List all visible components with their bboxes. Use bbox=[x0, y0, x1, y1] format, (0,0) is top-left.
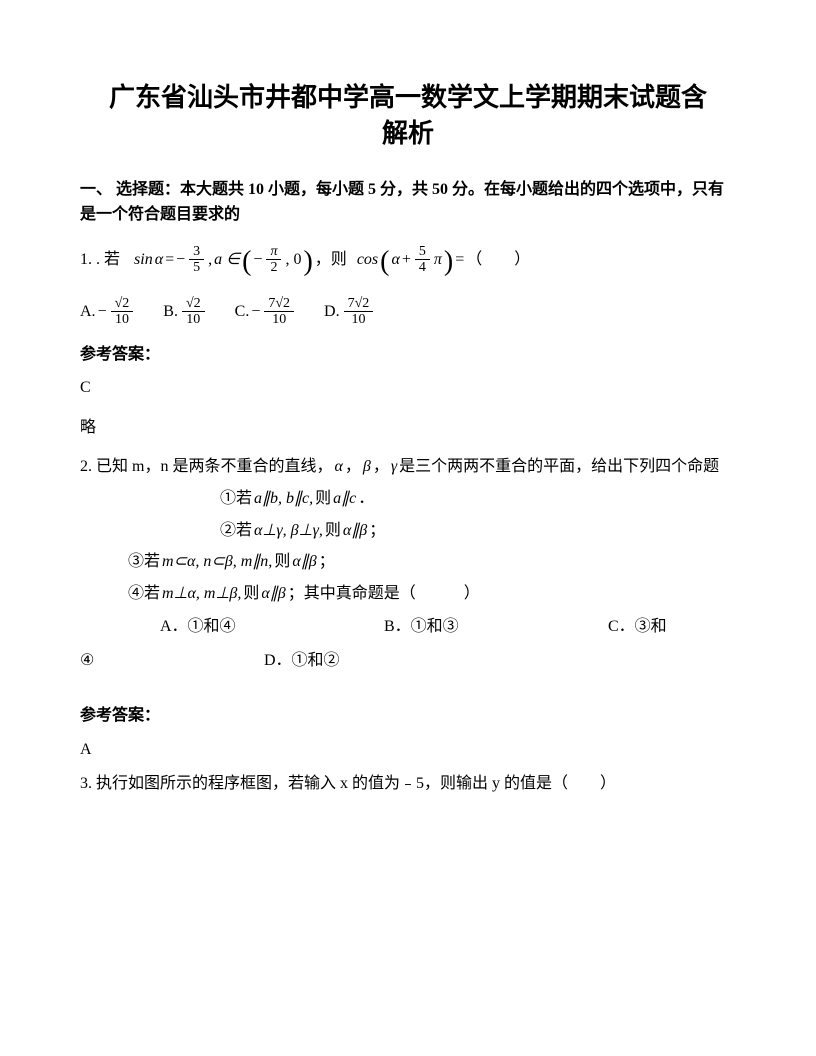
p3-then: 则 bbox=[274, 549, 290, 575]
neg-sign-2: − bbox=[253, 247, 262, 273]
q2-choice-b: B．①和③ bbox=[384, 614, 604, 640]
q2-stem: 2. 已知 m，n 是两条不重合的直线， α ， β ， γ 是三个两两不重合的… bbox=[80, 454, 736, 480]
q1-stem: 1. . 若 sin α = − 3 5 , a ∈ ( − π 2 , 0 )… bbox=[80, 244, 736, 276]
cos-label: cos bbox=[357, 247, 378, 273]
q2-choice-c: C．③和 bbox=[608, 614, 667, 640]
p2-res: α∥β bbox=[343, 518, 367, 544]
eq-sign-2: = bbox=[455, 247, 464, 273]
p4-tail: ；其中真命题是（ ） bbox=[288, 581, 480, 607]
q2-sep2: ， bbox=[373, 454, 389, 480]
q1-answer-value: C bbox=[80, 375, 736, 401]
q1-tail: （ ） bbox=[466, 247, 530, 273]
title-line-1: 广东省汕头市井都中学高一数学文上学期期末试题含 bbox=[80, 80, 736, 116]
p1-tail: ． bbox=[358, 486, 374, 512]
opt-a-frac: √2 10 bbox=[111, 296, 134, 328]
q2-prop-2: ②若 α⊥γ, β⊥γ, 则 α∥β ； bbox=[220, 518, 736, 544]
p2-pre: ②若 bbox=[220, 518, 252, 544]
q2-prop-4: ④若 m⊥α, m⊥β, 则 α∥β ；其中真命题是（ ） bbox=[128, 581, 736, 607]
q2-choice-a: A．①和④ bbox=[160, 614, 380, 640]
opt-a-label: A. bbox=[80, 299, 96, 325]
fraction-3-5: 3 5 bbox=[189, 244, 204, 276]
p4-res: α∥β bbox=[261, 581, 285, 607]
q2-sep1: ， bbox=[345, 454, 361, 480]
question-3: 3. 执行如图所示的程序框图，若输入 x 的值为﹣5，则输出 y 的值是（ ） bbox=[80, 771, 736, 797]
alpha-sym-2: α bbox=[391, 247, 399, 273]
p2-cond: α⊥γ, β⊥γ, bbox=[254, 518, 323, 544]
q1-prefix: 1. . 若 bbox=[80, 247, 120, 273]
p1-cond: a∥b, b∥c, bbox=[254, 486, 313, 512]
opt-d-frac: 7√2 10 bbox=[344, 296, 374, 328]
q2-choice-d: D．①和② bbox=[264, 648, 340, 674]
q1-options: A. − √2 10 B. √2 10 C. − 7√2 10 D. 7√2 1… bbox=[80, 296, 736, 328]
zero-text: , 0 bbox=[285, 247, 301, 273]
sin-label: sin bbox=[134, 247, 153, 273]
q2-choices-row1: A．①和④ B．①和③ C．③和 bbox=[80, 614, 736, 640]
p4-pre: ④若 bbox=[128, 581, 160, 607]
q2-suffix: 是三个两两不重合的平面，给出下列四个命题 bbox=[399, 454, 719, 480]
fraction-pi-2: π 2 bbox=[266, 244, 281, 276]
q2-answer-label: 参考答案： bbox=[80, 703, 736, 729]
plus-sign: + bbox=[402, 247, 411, 273]
p3-tail: ； bbox=[319, 549, 335, 575]
pi-sym: π bbox=[434, 247, 442, 273]
q1-answer-label: 参考答案： bbox=[80, 342, 736, 368]
q2-prop-1: ①若 a∥b, b∥c, 则 a∥c ． bbox=[220, 486, 736, 512]
q3-text: 3. 执行如图所示的程序框图，若输入 x 的值为﹣5，则输出 y 的值是（ ） bbox=[80, 771, 736, 797]
q2-beta: β bbox=[363, 454, 371, 480]
neg-sign: − bbox=[176, 247, 185, 273]
title-line-2: 解析 bbox=[80, 116, 736, 152]
p1-res: a∥c bbox=[333, 486, 356, 512]
then-text: ，则 bbox=[315, 247, 347, 273]
alpha-sym: α bbox=[155, 247, 163, 273]
question-2: 2. 已知 m，n 是两条不重合的直线， α ， β ， γ 是三个两两不重合的… bbox=[80, 454, 736, 762]
fraction-5-4: 5 4 bbox=[415, 244, 430, 276]
neg-a: − bbox=[98, 299, 107, 325]
q1-omit: 略 bbox=[80, 415, 736, 441]
q2-choice-4: ④ bbox=[80, 648, 260, 674]
p3-res: α∥β bbox=[292, 549, 316, 575]
q2-alpha: α bbox=[334, 454, 342, 480]
opt-b-frac: √2 10 bbox=[182, 296, 205, 328]
p1-pre: ①若 bbox=[220, 486, 252, 512]
a-in: a ∈ bbox=[214, 247, 240, 273]
comma-1: , bbox=[208, 247, 212, 273]
q2-answer-value: A bbox=[80, 737, 736, 763]
document-title: 广东省汕头市井都中学高一数学文上学期期末试题含 解析 bbox=[80, 80, 736, 153]
p2-tail: ； bbox=[369, 518, 385, 544]
section-1-description: 一、 选择题：本大题共 10 小题，每小题 5 分，共 50 分。在每小题给出的… bbox=[80, 177, 736, 228]
opt-c-frac: 7√2 10 bbox=[264, 296, 294, 328]
p3-pre: ③若 bbox=[128, 549, 160, 575]
question-1: 1. . 若 sin α = − 3 5 , a ∈ ( − π 2 , 0 )… bbox=[80, 244, 736, 440]
q2-prefix: 2. 已知 m，n 是两条不重合的直线， bbox=[80, 454, 332, 480]
q2-choices-row2: ④ D．①和② bbox=[80, 648, 736, 674]
p2-then: 则 bbox=[325, 518, 341, 544]
p4-cond: m⊥α, m⊥β, bbox=[162, 581, 241, 607]
opt-c-label: C. bbox=[235, 299, 250, 325]
neg-c: − bbox=[251, 299, 260, 325]
opt-d-label: D. bbox=[324, 299, 340, 325]
q2-prop-3: ③若 m⊂α, n⊂β, m∥n, 则 α∥β ； bbox=[128, 549, 736, 575]
q2-gamma: γ bbox=[391, 454, 397, 480]
p4-then: 则 bbox=[243, 581, 259, 607]
eq-sign: = bbox=[165, 247, 174, 273]
opt-b-label: B. bbox=[163, 299, 178, 325]
p1-then: 则 bbox=[315, 486, 331, 512]
p3-cond: m⊂α, n⊂β, m∥n, bbox=[162, 549, 272, 575]
